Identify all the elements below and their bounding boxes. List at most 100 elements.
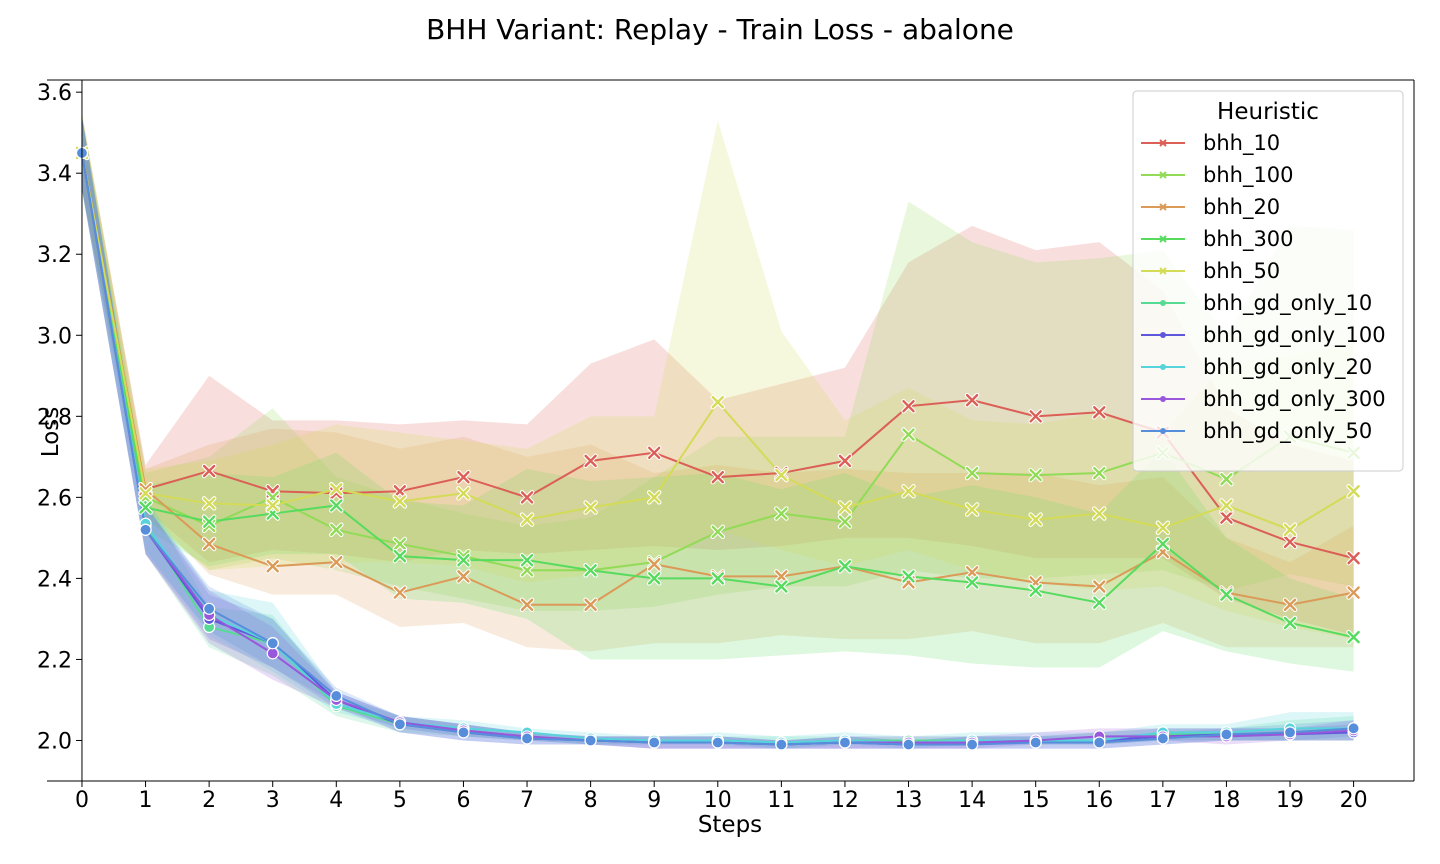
point-bhh_300-15: [1028, 583, 1043, 598]
legend-item-bhh_300: bhh_300: [1141, 227, 1294, 252]
point-bhh_10-9: [646, 445, 662, 461]
legend-box: [1132, 90, 1404, 472]
x-tick-label: 8: [584, 788, 598, 813]
x-tick-label: 15: [1022, 788, 1050, 813]
x-tick-label: 12: [831, 788, 859, 813]
point-bhh_10-2: [201, 463, 217, 479]
point-bhh_300-7: [519, 552, 535, 568]
x-tick-label: 2: [202, 788, 216, 813]
point-bhh_50-17: [1155, 520, 1171, 535]
x-tick-label: 17: [1149, 788, 1177, 813]
point-bhh_300-8: [583, 563, 598, 578]
point-bhh_gd_only_50-13: [902, 738, 915, 751]
legend-label: bhh_gd_only_100: [1203, 323, 1386, 348]
point-bhh_50-20: [1346, 484, 1361, 499]
point-bhh_gd_only_300-3: [266, 647, 279, 660]
point-bhh_gd_only_50-14: [966, 738, 979, 751]
legend-marker: [1159, 267, 1167, 275]
point-bhh_20-4: [329, 554, 344, 570]
point-bhh_50-15: [1028, 512, 1043, 527]
legend-marker: [1160, 332, 1166, 338]
axes: 0 1 2 3 4 5 6 7 8 9 10 11 12 13 14 15 16 17 18 19 202.02.22.…: [37, 79, 1415, 813]
legend-label: bhh_gd_only_300: [1203, 387, 1386, 412]
point-bhh_10-19: [1282, 534, 1298, 550]
band-bhh_50: [81, 112, 1354, 640]
point-bhh_20-2: [201, 536, 217, 552]
point-bhh_10-5: [392, 484, 408, 499]
point-bhh_100-12: [837, 514, 853, 529]
y-tick-label: 2.8: [37, 405, 72, 430]
x-tick-label: 20: [1340, 788, 1368, 813]
point-bhh_300-6: [456, 552, 471, 568]
legend-marker: [1160, 396, 1166, 402]
legend-marker: [1159, 235, 1167, 243]
point-bhh_50-12: [837, 500, 853, 515]
x-axis-label: Steps: [698, 812, 762, 838]
point-bhh_10-10: [710, 469, 726, 485]
point-bhh_50-4: [329, 482, 344, 497]
point-bhh_10-13: [901, 398, 916, 414]
point-bhh_100-16: [1092, 465, 1107, 481]
point-bhh_gd_only_50-3: [266, 637, 279, 650]
x-tick-label: 0: [75, 788, 89, 813]
legend-item-bhh_gd_only_100: bhh_gd_only_100: [1141, 323, 1386, 348]
x-tick-label: 10: [704, 788, 732, 813]
point-bhh_100-13: [901, 427, 916, 442]
point-bhh_300-20: [1346, 629, 1361, 645]
x-tick-label: 3: [266, 788, 280, 813]
point-bhh_gd_only_50-7: [520, 732, 534, 745]
x-tick-label: 1: [139, 788, 153, 813]
legend-label: bhh_100: [1203, 163, 1294, 188]
point-bhh_50-1: [138, 486, 153, 501]
point-bhh_gd_only_50-16: [1093, 736, 1106, 749]
point-bhh_300-16: [1092, 595, 1107, 610]
point-bhh_gd_only_50-19: [1283, 726, 1297, 739]
point-bhh_20-3: [265, 558, 280, 574]
point-bhh_300-2: [201, 514, 217, 529]
legend-marker: [1159, 171, 1167, 179]
band-bhh_300: [81, 116, 1354, 672]
legend-label: bhh_10: [1203, 131, 1280, 156]
point-bhh_50-9: [646, 490, 662, 505]
point-bhh_100-5: [392, 536, 408, 552]
point-bhh_gd_only_50-4: [330, 689, 343, 703]
point-bhh_50-13: [901, 484, 916, 499]
point-bhh_gd_only_50-20: [1347, 722, 1360, 735]
legend-item-bhh_gd_only_10: bhh_gd_only_10: [1141, 291, 1372, 316]
y-tick-label: 3.6: [37, 81, 72, 106]
legend-marker: [1159, 203, 1167, 211]
point-bhh_300-4: [329, 498, 344, 513]
x-tick-label: 6: [456, 788, 470, 813]
point-bhh_20-20: [1346, 585, 1361, 600]
point-bhh_gd_only_50-11: [775, 738, 788, 751]
y-tick-label: 2.2: [37, 648, 72, 673]
point-bhh_100-10: [710, 524, 726, 540]
x-tick-label: 16: [1085, 788, 1113, 813]
point-bhh_50-8: [583, 500, 598, 515]
point-bhh_50-16: [1092, 506, 1107, 521]
point-bhh_gd_only_50-10: [711, 736, 724, 749]
x-tick-label: 14: [958, 788, 986, 813]
point-bhh_10-18: [1219, 510, 1234, 525]
point-bhh_10-8: [583, 453, 598, 469]
point-bhh_20-16: [1092, 579, 1107, 594]
point-bhh_50-6: [456, 486, 471, 501]
y-tick-label: 3.2: [37, 243, 72, 268]
legend: Heuristic bhh_10 bhh_100 bhh_20 bhh_300 bhh_5…: [1132, 90, 1404, 472]
point-bhh_100-14: [964, 465, 980, 481]
legend-label: bhh_gd_only_50: [1203, 419, 1372, 444]
point-bhh_300-18: [1219, 587, 1234, 602]
point-bhh_gd_only_50-2: [203, 602, 216, 615]
y-tick-label: 2.0: [37, 729, 72, 754]
band-bhh_10: [81, 116, 1354, 636]
point-bhh_10-12: [837, 453, 853, 469]
y-tick-label: 3.4: [37, 162, 72, 187]
point-bhh_gd_only_50-17: [1156, 732, 1169, 745]
legend-label: bhh_20: [1203, 195, 1280, 220]
legend-marker: [1159, 139, 1167, 147]
x-tick-label: 9: [647, 788, 661, 813]
x-tick-label: 19: [1276, 788, 1304, 813]
x-tick-label: 13: [895, 788, 923, 813]
point-bhh_gd_only_50-18: [1220, 728, 1233, 741]
point-bhh_20-6: [456, 569, 471, 584]
